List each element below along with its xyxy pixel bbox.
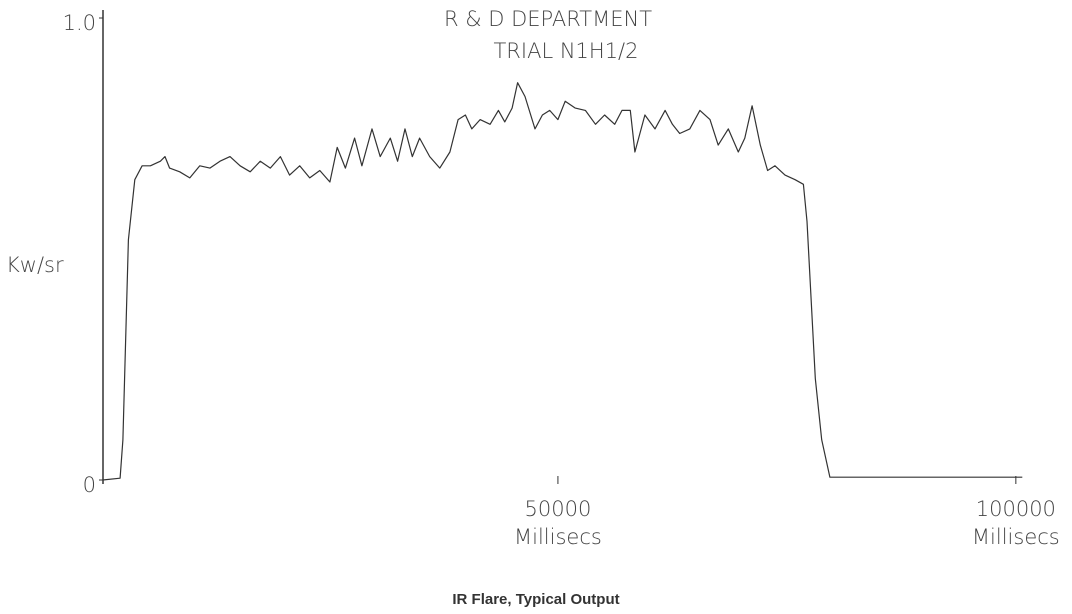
y-tick-label: 0: [83, 473, 96, 497]
chart-title: R & D DEPARTMENT: [444, 7, 652, 31]
chart-subtitle: TRIAL N1H1/2: [493, 39, 638, 63]
x-tick-label: 50000: [525, 497, 592, 521]
data-line: [102, 82, 1023, 481]
x-axis-label: Millisecs: [514, 525, 602, 549]
x-tick-label: 100000: [976, 497, 1056, 521]
x-axis-label: Millisecs: [972, 525, 1060, 549]
y-tick-label: 1.0: [63, 11, 96, 35]
caption: IR Flare, Typical Output: [452, 591, 619, 608]
y-axis-label: Kw/sr: [6, 253, 64, 277]
